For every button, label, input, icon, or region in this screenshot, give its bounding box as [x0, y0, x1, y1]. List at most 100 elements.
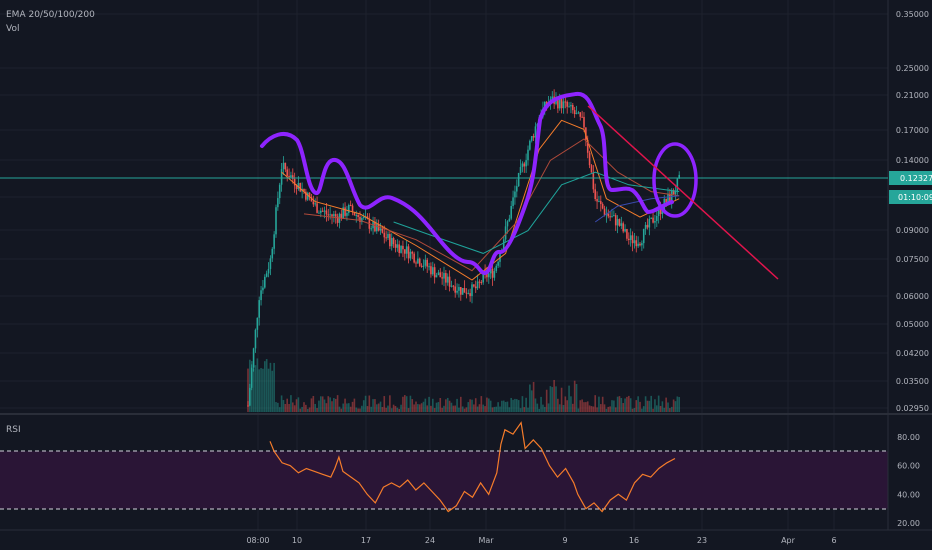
candle-body — [674, 190, 677, 195]
candle-body — [667, 193, 669, 203]
volume-bar — [333, 398, 335, 412]
candle-body — [267, 268, 270, 274]
volume-bar — [489, 400, 492, 412]
volume-bar — [443, 405, 445, 412]
volume-bar — [314, 403, 316, 412]
candle-body — [474, 286, 477, 289]
volume-bar — [420, 403, 423, 412]
volume-bar — [445, 399, 447, 412]
candle-body — [598, 201, 600, 203]
candle-body — [256, 317, 259, 330]
volume-bar — [650, 395, 652, 412]
volume-bar — [288, 403, 290, 412]
volume-bar — [329, 397, 331, 412]
candle-body — [411, 251, 414, 254]
candle-body — [252, 348, 255, 368]
candle-body — [273, 234, 275, 249]
candle-body — [271, 248, 274, 259]
rsi-pane-title[interactable]: RSI — [6, 425, 21, 435]
candle-body — [344, 207, 346, 216]
indicator-legend-vol[interactable]: Vol — [6, 24, 19, 34]
volume-bar — [387, 405, 389, 412]
candle-body — [529, 140, 531, 150]
price-tick-label: 0.21000 — [896, 91, 929, 100]
volume-bar — [473, 404, 475, 412]
candle-body — [523, 163, 526, 167]
candle-body — [353, 211, 356, 216]
candle-body — [409, 251, 412, 259]
candle-body — [473, 284, 475, 287]
candle-body — [446, 276, 449, 283]
candle-body — [402, 245, 404, 250]
candle-body — [654, 220, 656, 223]
volume-bar — [525, 397, 527, 412]
candle-body — [303, 188, 305, 192]
volume-bar — [278, 407, 281, 412]
candle-body — [506, 221, 509, 227]
candle-body — [342, 207, 344, 219]
volume-bar — [247, 368, 249, 412]
volume-bar — [357, 408, 359, 412]
candle-body — [478, 281, 481, 283]
volume-bar — [460, 396, 462, 412]
candle-body — [609, 216, 611, 218]
volume-bar — [342, 403, 344, 412]
purple-circle-highlight[interactable] — [652, 142, 698, 218]
candle-body — [456, 290, 458, 293]
volume-bar — [381, 407, 384, 412]
volume-bar — [557, 398, 559, 412]
time-axis[interactable]: 08:00 10 17 24 Mar 9 16 23 Apr 6 — [246, 536, 836, 545]
candle-body — [491, 268, 494, 278]
candle-body — [586, 139, 589, 153]
candle-body — [428, 266, 430, 268]
volume-bar — [407, 408, 410, 412]
volume-bar — [527, 407, 529, 412]
candle-body — [570, 105, 572, 107]
candle-body — [504, 226, 507, 240]
rsi-axis[interactable]: 80.00 60.00 40.00 20.00 — [897, 433, 920, 528]
volume-bar — [642, 406, 645, 412]
candle-body — [482, 271, 484, 283]
candle-body — [596, 199, 598, 202]
candle-body — [633, 240, 636, 244]
candle-body — [387, 234, 389, 238]
volume-bar — [613, 400, 615, 412]
candle-body — [641, 243, 643, 246]
candle-body — [628, 238, 630, 241]
red-trendline[interactable] — [587, 105, 779, 280]
candle-body — [581, 116, 583, 118]
volume-bar — [446, 397, 449, 412]
candle-body — [334, 214, 337, 217]
volume-bar — [517, 400, 520, 412]
volume-bar — [600, 404, 602, 412]
indicator-legend-ema[interactable]: EMA 20/50/100/200 — [6, 10, 95, 20]
volume-bar — [639, 401, 641, 412]
volume-bar — [568, 385, 570, 412]
price-axis[interactable]: 0.350000.250000.210000.170000.140000.110… — [896, 10, 929, 413]
volume-bar — [318, 400, 320, 412]
candle-body — [405, 246, 408, 254]
time-tick-label: 17 — [361, 536, 371, 545]
candle-body — [603, 208, 606, 215]
candle-body — [258, 300, 260, 318]
candle-body — [642, 228, 645, 244]
candle-body — [534, 126, 537, 138]
volume-bar — [670, 406, 673, 412]
candle-body — [665, 198, 667, 203]
candle-body — [635, 240, 638, 247]
volume-bar — [678, 397, 680, 412]
volume-bar — [405, 396, 408, 412]
candle-body — [437, 272, 440, 276]
candle-body — [394, 244, 397, 248]
volume-bar — [575, 384, 578, 412]
volume-bar — [430, 405, 432, 412]
volume-bar — [346, 403, 348, 412]
volume-bar — [334, 398, 337, 412]
ema-line — [281, 119, 680, 281]
time-tick-label: 24 — [425, 536, 435, 545]
purple-drawn-curve[interactable] — [260, 91, 674, 275]
candle-body — [614, 215, 617, 226]
candle-body — [346, 212, 348, 216]
candle-body — [264, 276, 266, 288]
